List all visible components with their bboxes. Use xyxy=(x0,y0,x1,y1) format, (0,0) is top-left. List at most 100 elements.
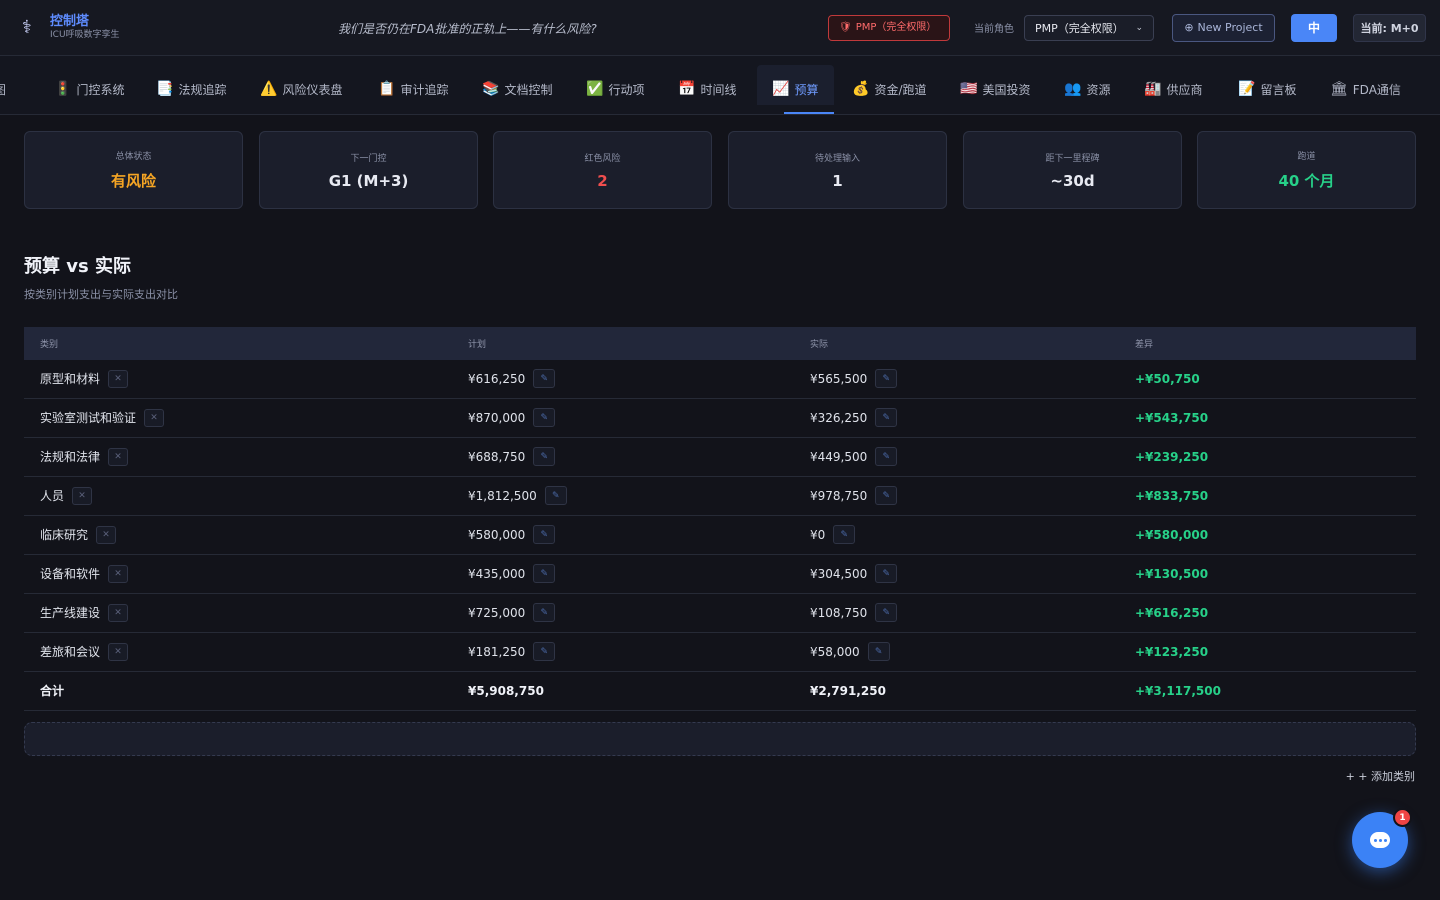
add-category-button[interactable]: + + 添加类别 xyxy=(1346,768,1415,784)
tab-us-investment[interactable]: 🇺🇸 美国投资 xyxy=(960,74,1030,104)
delete-category-button[interactable]: ✕ xyxy=(72,486,93,505)
delete-category-button[interactable]: ✕ xyxy=(108,369,129,388)
planned-value: ¥1,812,500 xyxy=(468,488,537,503)
actual-cell: ¥449,500 ✎ xyxy=(810,438,898,475)
chat-notification-badge: 1 xyxy=(1393,808,1412,827)
tab-audit-trail[interactable]: 📋 审计追踪 xyxy=(378,74,448,104)
edit-planned-button[interactable]: ✎ xyxy=(544,486,567,505)
factory-icon: 🏭 xyxy=(1144,81,1162,97)
tab-label: 资金/跑道 xyxy=(874,82,927,97)
tab-message-board[interactable]: 📝 留言板 xyxy=(1238,74,1296,104)
tab-document-control[interactable]: 📚 文档控制 xyxy=(482,74,552,104)
edit-planned-button[interactable]: ✎ xyxy=(533,564,556,583)
kpi-value: 有风险 xyxy=(110,172,156,190)
delete-category-button[interactable]: ✕ xyxy=(96,525,117,544)
planned-cell: ¥580,000 ✎ xyxy=(468,516,556,553)
delete-category-button[interactable]: ✕ xyxy=(144,408,165,427)
kpi-cards: 总体状态 有风险 下一门控 G1 (M+3) 红色风险 2 待处理输入 1 距下… xyxy=(24,131,1416,209)
current-month-badge[interactable]: 当前: M+0 xyxy=(1353,13,1426,42)
edit-actual-button[interactable]: ✎ xyxy=(875,408,898,427)
planned-cell: ¥870,000 ✎ xyxy=(468,399,556,436)
tab-action-items[interactable]: ✅ 行动项 xyxy=(586,74,644,104)
budget-table: 类别 计划 实际 差异 原型和材料 ✕ ¥616,250 ✎ ¥565,500 … xyxy=(24,327,1416,711)
variance-value: +¥580,000 xyxy=(1135,527,1209,542)
tab-map[interactable]: 图 xyxy=(0,74,6,104)
tab-suppliers[interactable]: 🏭 供应商 xyxy=(1144,74,1202,104)
edit-actual-button[interactable]: ✎ xyxy=(875,564,898,583)
category-dropzone[interactable] xyxy=(24,722,1416,756)
tab-label: 图 xyxy=(0,81,6,98)
edit-actual-button[interactable]: ✎ xyxy=(875,486,898,505)
tab-label: 美国投资 xyxy=(982,82,1031,97)
tab-label: 风险仪表盘 xyxy=(282,82,343,97)
tab-timeline[interactable]: 📅 时间线 xyxy=(678,74,736,104)
role-label: 当前角色 xyxy=(974,24,1014,35)
actual-cell: ¥978,750 ✎ xyxy=(810,477,898,514)
memo-icon: 📝 xyxy=(1238,81,1256,97)
section-title: 预算 vs 实际 xyxy=(24,256,131,277)
edit-actual-button[interactable]: ✎ xyxy=(867,642,890,661)
kpi-card-next-milestone: 距下一里程碑 ~30d xyxy=(963,131,1182,209)
tab-regulatory-tracking[interactable]: 📑 法规追踪 xyxy=(156,74,226,104)
clipboard-icon: 📋 xyxy=(378,81,396,97)
edit-planned-button[interactable]: ✎ xyxy=(533,525,556,544)
edit-planned-button[interactable]: ✎ xyxy=(533,369,556,388)
section-subtitle: 按类别计划支出与实际支出对比 xyxy=(24,288,178,301)
tab-resources[interactable]: 👥 资源 xyxy=(1064,74,1110,104)
actual-value: ¥565,500 xyxy=(810,371,868,386)
role-select[interactable]: PMP（完全权限） ⌄ xyxy=(1024,14,1154,41)
main-tabs: 图 🚦 门控系统 📑 法规追踪 ⚠️ 风险仪表盘 📋 审计追踪 📚 文档控制 ✅… xyxy=(0,56,1440,115)
caduceus-icon: ⚕ xyxy=(22,16,32,38)
tab-gate-system[interactable]: 🚦 门控系统 xyxy=(54,74,124,104)
brand[interactable]: ⚕ 控制塔 ICU呼吸数字孪生 xyxy=(22,14,242,41)
edit-actual-button[interactable]: ✎ xyxy=(875,369,898,388)
delete-category-button[interactable]: ✕ xyxy=(108,642,129,661)
table-row: 原型和材料 ✕ ¥616,250 ✎ ¥565,500 ✎ +¥50,750 xyxy=(24,360,1416,399)
kpi-card-overall-status: 总体状态 有风险 xyxy=(24,131,243,209)
edit-planned-button[interactable]: ✎ xyxy=(533,447,556,466)
edit-actual-button[interactable]: ✎ xyxy=(875,603,898,622)
tab-label: 预算 xyxy=(794,82,819,97)
planned-value: ¥181,250 xyxy=(468,644,526,659)
edit-actual-button[interactable]: ✎ xyxy=(833,525,856,544)
traffic-light-icon: 🚦 xyxy=(54,81,72,97)
app-header: ⚕ 控制塔 ICU呼吸数字孪生 我们是否仍在FDA批准的正轨上——有什么风险? … xyxy=(0,0,1440,56)
kpi-value: 1 xyxy=(832,171,843,190)
category-cell: 设备和软件 ✕ xyxy=(40,555,129,592)
books-icon: 📚 xyxy=(482,81,500,97)
actual-value: ¥304,500 xyxy=(810,566,868,581)
tab-risk-dashboard[interactable]: ⚠️ 风险仪表盘 xyxy=(260,74,342,104)
edit-planned-button[interactable]: ✎ xyxy=(533,408,556,427)
planned-value: ¥435,000 xyxy=(468,566,526,581)
edit-planned-button[interactable]: ✎ xyxy=(533,603,556,622)
table-row: 差旅和会议 ✕ ¥181,250 ✎ ¥58,000 ✎ +¥123,250 xyxy=(24,633,1416,672)
variance-value: +¥239,250 xyxy=(1135,449,1209,464)
delete-category-button[interactable]: ✕ xyxy=(108,564,129,583)
new-project-button[interactable]: ⊕ New Project xyxy=(1172,13,1275,42)
kpi-value: ~30d xyxy=(1050,171,1095,190)
tab-budget[interactable]: 📈 预算 xyxy=(772,74,818,104)
category-cell: 生产线建设 ✕ xyxy=(40,594,129,631)
category-name: 设备和软件 xyxy=(40,567,101,581)
delete-category-button[interactable]: ✕ xyxy=(108,447,129,466)
actual-value: ¥326,250 xyxy=(810,410,868,425)
tab-funding-runway[interactable]: 💰 资金/跑道 xyxy=(852,74,926,104)
category-cell: 法规和法律 ✕ xyxy=(40,438,129,475)
category-cell: 原型和材料 ✕ xyxy=(40,360,129,397)
planned-value: ¥580,000 xyxy=(468,527,526,542)
tab-fda-communications[interactable]: 🏛 FDA通信 xyxy=(1330,74,1401,104)
permission-badge-label: PMP（完全权限） xyxy=(855,21,937,33)
edit-planned-button[interactable]: ✎ xyxy=(533,642,556,661)
edit-actual-button[interactable]: ✎ xyxy=(875,447,898,466)
language-toggle-button[interactable]: 中 xyxy=(1291,13,1337,42)
actual-cell: ¥108,750 ✎ xyxy=(810,594,898,631)
table-header: 类别 计划 实际 差异 xyxy=(24,327,1416,360)
calendar-icon: 📅 xyxy=(678,81,696,97)
total-label: 合计 xyxy=(40,684,65,698)
new-project-label: New Project xyxy=(1197,21,1263,34)
tab-label: 文档控制 xyxy=(504,82,553,97)
chevron-down-icon: ⌄ xyxy=(1135,22,1143,33)
us-flag-icon: 🇺🇸 xyxy=(960,81,978,97)
delete-category-button[interactable]: ✕ xyxy=(108,603,129,622)
kpi-label: 下一门控 xyxy=(350,153,387,164)
